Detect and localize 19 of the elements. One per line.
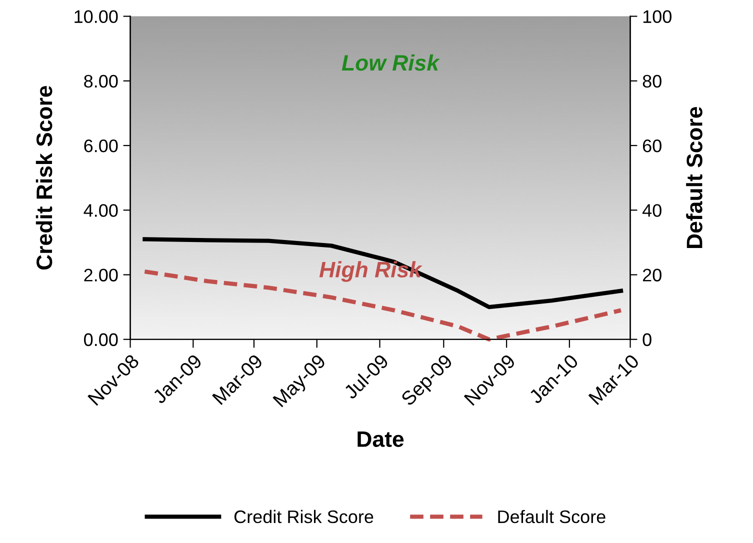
y-axis-title: Credit Risk Score: [36, 86, 52, 270]
legend-label: Default Score: [498, 510, 606, 524]
y-tick-label: 10.00: [74, 10, 118, 24]
y-tick-label: 8.00: [84, 74, 118, 88]
y2-tick-label: 0: [642, 333, 652, 346]
y2-tick-label: 20: [642, 268, 662, 282]
y2-tick-label: 80: [642, 74, 662, 88]
y2-axis-title: Default Score: [686, 106, 702, 248]
y-tick-label: 2.00: [84, 268, 118, 282]
y2-tick-label: 40: [642, 204, 662, 217]
y-tick-label: 4.00: [84, 204, 118, 217]
legend-label: Credit Risk Score: [234, 510, 374, 524]
y2-tick-label: 60: [642, 139, 662, 152]
x-axis-title: Date: [358, 431, 404, 447]
y2-tick-label: 100: [643, 10, 672, 24]
annotation: Low Risk: [342, 54, 440, 71]
y-tick-label: 0.00: [84, 333, 118, 346]
line-series: [142, 237, 624, 310]
y-tick-label: 6.00: [84, 139, 118, 152]
